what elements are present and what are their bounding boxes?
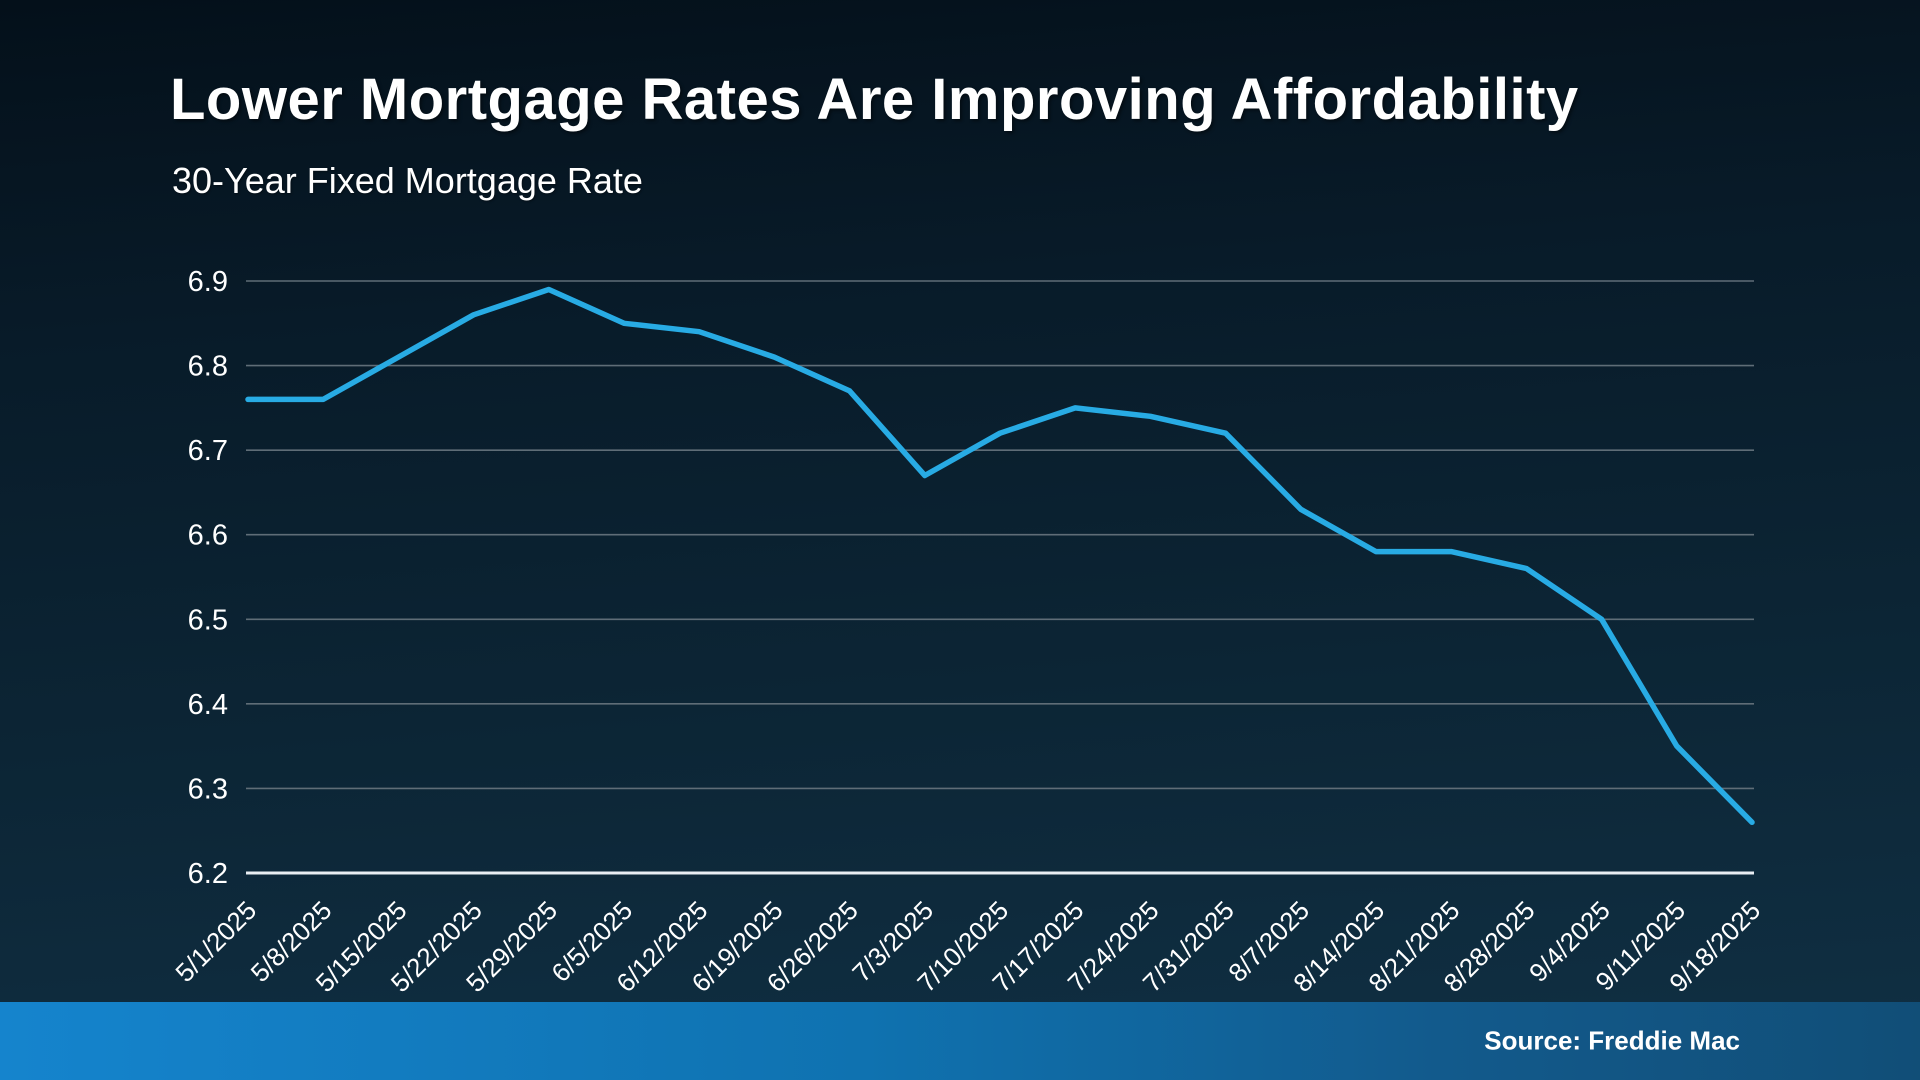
y-axis-label: 6.7 xyxy=(188,435,228,467)
source-label: Source: Freddie Mac xyxy=(1484,1025,1740,1056)
footer-bar: Source: Freddie Mac xyxy=(0,1002,1920,1080)
y-axis-label: 6.6 xyxy=(188,520,228,552)
rate-line xyxy=(245,286,1755,826)
y-axis-label: 6.4 xyxy=(188,689,228,721)
chart-subtitle: 30-Year Fixed Mortgage Rate xyxy=(172,160,643,201)
chart-title: Lower Mortgage Rates Are Improving Affor… xyxy=(170,67,1579,132)
y-axis-label: 6.5 xyxy=(188,604,228,636)
y-axis-label: 6.3 xyxy=(188,773,228,805)
y-axis-label: 6.2 xyxy=(188,858,228,890)
y-axis-label: 6.8 xyxy=(188,351,228,383)
x-axis-label: 5/1/2025 xyxy=(169,895,262,988)
y-axis-label: 6.9 xyxy=(188,266,228,298)
